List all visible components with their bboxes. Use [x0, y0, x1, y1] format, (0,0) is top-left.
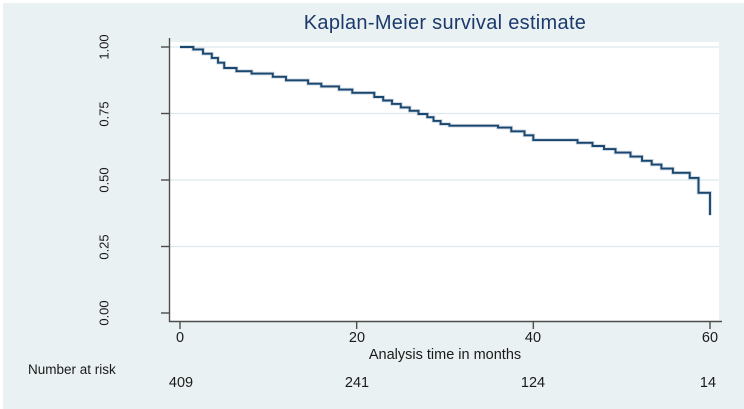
y-tick-label-1.00: 1.00 [96, 34, 112, 60]
y-tick-label-0.25: 0.25 [96, 233, 112, 260]
frame-border-left [0, 0, 3, 409]
km-curve-line [180, 46, 711, 216]
y-tick-label-0.75: 0.75 [96, 100, 112, 127]
number-at-risk-label: Number at risk [28, 362, 116, 377]
frame-border-top [0, 0, 744, 3]
risk-count-40: 124 [520, 375, 546, 391]
x-tick-label-0: 0 [175, 330, 185, 346]
plot-area [170, 42, 719, 322]
risk-count-60: 14 [699, 375, 717, 391]
axis-ticks [161, 46, 711, 329]
gridlines [170, 46, 719, 248]
y-tick-label-0.00: 0.00 [96, 300, 112, 326]
x-tick-label-60: 60 [701, 330, 719, 346]
chart-title: Kaplan-Meier survival estimate [303, 12, 587, 34]
risk-count-0: 409 [168, 375, 194, 391]
x-tick-label-40: 40 [524, 330, 542, 346]
x-axis-title: Analysis time in months [368, 347, 522, 363]
x-tick-label-20: 20 [348, 330, 366, 346]
risk-count-20: 241 [344, 375, 370, 391]
y-tick-label-0.50: 0.50 [96, 167, 112, 193]
km-survival-curve [180, 45, 712, 216]
